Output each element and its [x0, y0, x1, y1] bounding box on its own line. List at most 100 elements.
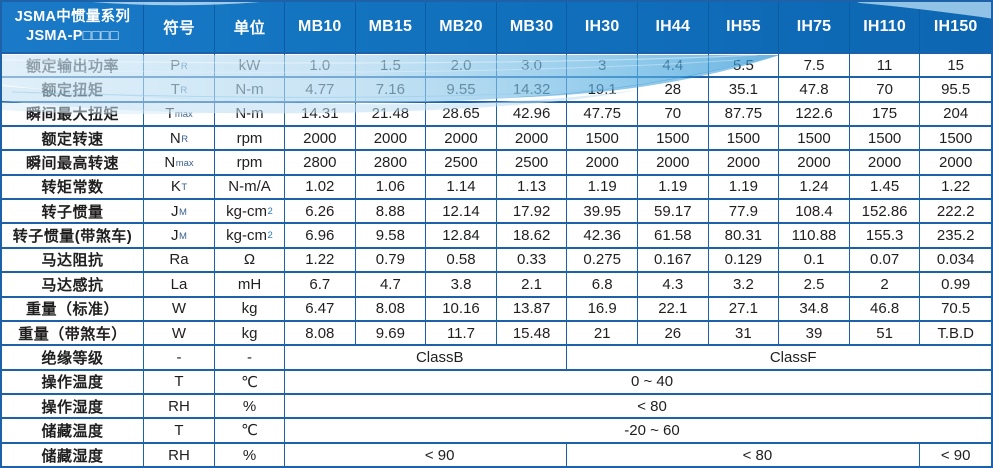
row-unit: rpm [215, 151, 285, 174]
value-cell: 122.6 [779, 102, 850, 126]
merged-value-cell: 0 ~ 40 [630, 373, 674, 391]
column-header-ih75: IH75 [779, 2, 850, 52]
row-unit: kW [215, 54, 285, 77]
merged-value-cell: < 90 [285, 443, 568, 466]
row-symbol: RH [144, 394, 215, 418]
value-cell: 108.4 [779, 200, 850, 223]
row-symbol: - [144, 346, 215, 369]
row-unit: % [215, 394, 285, 418]
value-cell: 9.55 [426, 78, 497, 101]
value-cell: 15 [947, 56, 965, 74]
value-cell: 2500 [426, 151, 497, 174]
value-cell: 3.0 [497, 54, 568, 77]
value-cell: 2800 [356, 151, 427, 174]
value-cell: 4.7 [356, 273, 427, 296]
row-unit: mH [215, 273, 285, 296]
row-label: 转子惯量 [2, 200, 144, 223]
value-cell: 22.1 [638, 297, 709, 320]
row-unit: - [215, 346, 285, 369]
column-header-symbol: 符号 [144, 2, 215, 52]
value-cell: 2000 [638, 151, 709, 174]
value-cell: 1.19 [638, 175, 709, 199]
value-cell: 47.8 [779, 78, 850, 101]
value-cell: 7.16 [356, 78, 427, 101]
value-cell: 16.9 [567, 297, 638, 320]
row-unit: N-m [215, 78, 285, 101]
value-cell: 14.32 [497, 78, 568, 101]
row-label: 瞬间最大扭矩 [2, 102, 144, 126]
row-unit: rpm [215, 127, 285, 150]
merged-value-cell: ClassB [285, 346, 568, 369]
value-cell: 1.14 [426, 175, 497, 199]
value-cell: 34.8 [779, 297, 850, 320]
value-cell: 1.22 [285, 248, 356, 272]
value-cell: 1500 [939, 129, 973, 147]
row-unit: kg [215, 321, 285, 345]
value-cell: 1500 [779, 127, 850, 150]
value-cell: 26 [638, 321, 709, 345]
merged-value-cell: -20 ~ 60 [624, 421, 680, 439]
value-cell: 222.2 [936, 202, 975, 220]
row-label: 额定扭矩 [2, 78, 144, 101]
value-cell: 12.14 [426, 200, 497, 223]
value-cell: 70 [850, 78, 921, 101]
value-cell: 2000 [709, 151, 780, 174]
value-cell: 11 [850, 54, 921, 77]
column-header-mb20: MB20 [426, 2, 497, 52]
column-header-ih30: IH30 [567, 2, 638, 52]
value-cell: 1500 [567, 127, 638, 150]
table-row: 储藏湿度 RH% < 90 < 80 < 90 [2, 443, 991, 466]
value-cell: 5.5 [709, 54, 780, 77]
merged-value-cell: < 90 [940, 447, 971, 465]
value-cell: 13.87 [497, 297, 568, 320]
value-cell: 21 [567, 321, 638, 345]
value-cell: 1.19 [567, 175, 638, 199]
value-cell: 27.1 [709, 297, 780, 320]
value-cell: 2500 [497, 151, 568, 174]
value-cell: 42.96 [497, 102, 568, 126]
table-title-line2: JSMA-P□□□□ [26, 28, 119, 44]
row-unit: kg-cm 2 [215, 200, 285, 223]
value-cell: 6.47 [285, 297, 356, 320]
value-cell: 0.129 [709, 248, 780, 272]
row-label: 转子惯量(带煞车) [2, 224, 144, 247]
row-unit: ℃ [215, 370, 285, 393]
value-cell: 2000 [850, 151, 921, 174]
value-cell: 1.5 [356, 54, 427, 77]
row-unit: N-m/A [215, 175, 285, 199]
value-cell: 6.26 [285, 200, 356, 223]
row-unit: % [215, 443, 285, 466]
row-label: 储藏温度 [2, 419, 144, 442]
row-symbol: T [144, 419, 215, 442]
value-cell: 1.0 [285, 54, 356, 77]
column-header-mb30: MB30 [497, 2, 568, 52]
value-cell: 2000 [779, 151, 850, 174]
value-cell: 70 [638, 102, 709, 126]
column-header-ih55: IH55 [709, 2, 780, 52]
value-cell: 8.08 [356, 297, 427, 320]
row-symbol: Ra [144, 248, 215, 272]
value-cell: 21.48 [356, 102, 427, 126]
value-cell: 61.58 [638, 224, 709, 247]
column-header-ih44: IH44 [638, 2, 709, 52]
merged-value-cell: < 80 [567, 443, 921, 466]
table-row: 额定扭矩 T R N-m 4.77 7.16 9.55 14.32 19.1 28 35.1 47.8… [2, 78, 991, 103]
row-symbol: T [144, 370, 215, 393]
merged-value-cell: < 80 [637, 397, 667, 415]
value-cell: 12.84 [426, 224, 497, 247]
value-cell: 3.8 [426, 273, 497, 296]
value-cell: 0.1 [779, 248, 850, 272]
value-cell: 0.58 [426, 248, 497, 272]
row-label: 重量（带煞车） [2, 321, 144, 345]
value-cell: 87.75 [709, 102, 780, 126]
value-cell: 0.33 [497, 248, 568, 272]
row-label: 绝缘等级 [2, 346, 144, 369]
value-cell: 2000 [426, 127, 497, 150]
